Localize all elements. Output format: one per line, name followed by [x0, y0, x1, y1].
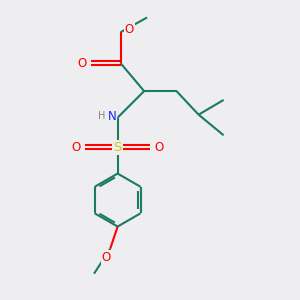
Text: O: O	[101, 251, 110, 264]
Text: O: O	[78, 57, 87, 70]
Text: O: O	[154, 141, 164, 154]
Text: O: O	[125, 23, 134, 36]
Text: N: N	[108, 110, 117, 123]
Text: O: O	[72, 141, 81, 154]
Text: H: H	[98, 111, 105, 121]
Text: S: S	[113, 141, 122, 154]
